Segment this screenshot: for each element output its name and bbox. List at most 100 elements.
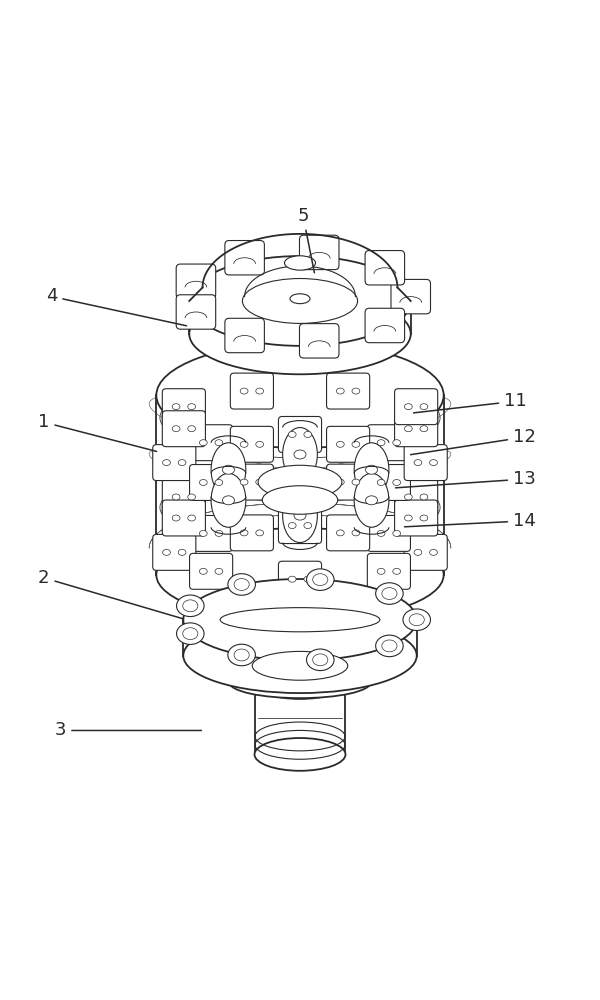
FancyBboxPatch shape bbox=[326, 426, 370, 462]
Ellipse shape bbox=[284, 256, 316, 270]
Ellipse shape bbox=[404, 404, 412, 410]
Text: 1: 1 bbox=[38, 413, 157, 451]
Ellipse shape bbox=[254, 666, 346, 699]
Ellipse shape bbox=[365, 465, 377, 474]
Ellipse shape bbox=[313, 654, 328, 666]
Ellipse shape bbox=[240, 479, 248, 485]
Ellipse shape bbox=[189, 293, 411, 374]
Ellipse shape bbox=[352, 530, 360, 536]
Ellipse shape bbox=[172, 515, 180, 521]
FancyBboxPatch shape bbox=[176, 264, 215, 298]
Ellipse shape bbox=[404, 515, 412, 521]
Ellipse shape bbox=[393, 440, 401, 446]
Ellipse shape bbox=[215, 651, 385, 677]
FancyBboxPatch shape bbox=[163, 479, 205, 515]
Ellipse shape bbox=[183, 600, 198, 612]
Text: 4: 4 bbox=[46, 287, 187, 326]
FancyBboxPatch shape bbox=[230, 426, 274, 462]
Ellipse shape bbox=[393, 479, 401, 485]
Ellipse shape bbox=[290, 294, 310, 304]
Ellipse shape bbox=[393, 530, 401, 536]
Ellipse shape bbox=[199, 479, 207, 485]
Ellipse shape bbox=[183, 628, 198, 640]
Ellipse shape bbox=[240, 530, 248, 536]
FancyBboxPatch shape bbox=[391, 279, 430, 314]
Text: 5: 5 bbox=[297, 207, 314, 273]
Ellipse shape bbox=[289, 488, 296, 494]
Ellipse shape bbox=[178, 460, 186, 466]
Ellipse shape bbox=[176, 623, 204, 644]
FancyBboxPatch shape bbox=[190, 553, 233, 589]
Ellipse shape bbox=[163, 460, 170, 466]
Ellipse shape bbox=[188, 404, 196, 410]
Ellipse shape bbox=[228, 574, 256, 595]
Ellipse shape bbox=[252, 651, 348, 680]
Ellipse shape bbox=[304, 523, 311, 529]
FancyBboxPatch shape bbox=[153, 445, 196, 481]
Ellipse shape bbox=[188, 426, 196, 432]
Ellipse shape bbox=[172, 404, 180, 410]
Ellipse shape bbox=[307, 569, 334, 590]
Ellipse shape bbox=[414, 460, 422, 466]
Ellipse shape bbox=[420, 494, 428, 500]
Ellipse shape bbox=[258, 465, 342, 499]
Ellipse shape bbox=[337, 441, 344, 447]
Ellipse shape bbox=[376, 635, 403, 657]
Ellipse shape bbox=[240, 441, 248, 447]
Ellipse shape bbox=[289, 431, 296, 437]
Ellipse shape bbox=[215, 568, 223, 574]
Ellipse shape bbox=[183, 618, 417, 693]
FancyBboxPatch shape bbox=[278, 508, 322, 544]
Ellipse shape bbox=[283, 489, 317, 543]
FancyBboxPatch shape bbox=[190, 515, 233, 551]
Text: 13: 13 bbox=[395, 470, 536, 488]
Ellipse shape bbox=[228, 644, 256, 666]
FancyBboxPatch shape bbox=[367, 465, 410, 500]
FancyBboxPatch shape bbox=[299, 324, 339, 358]
Ellipse shape bbox=[283, 428, 317, 481]
FancyBboxPatch shape bbox=[395, 411, 437, 447]
Ellipse shape bbox=[430, 549, 437, 555]
FancyBboxPatch shape bbox=[230, 464, 274, 500]
Ellipse shape bbox=[352, 388, 360, 394]
FancyBboxPatch shape bbox=[326, 373, 370, 409]
Ellipse shape bbox=[294, 450, 306, 459]
FancyBboxPatch shape bbox=[367, 553, 410, 589]
FancyBboxPatch shape bbox=[278, 473, 322, 509]
Ellipse shape bbox=[304, 576, 311, 582]
Ellipse shape bbox=[242, 279, 358, 323]
Ellipse shape bbox=[189, 256, 411, 346]
Ellipse shape bbox=[256, 479, 263, 485]
FancyBboxPatch shape bbox=[395, 500, 437, 536]
FancyBboxPatch shape bbox=[365, 251, 404, 285]
Ellipse shape bbox=[215, 530, 223, 536]
Ellipse shape bbox=[240, 388, 248, 394]
Ellipse shape bbox=[403, 609, 430, 630]
Ellipse shape bbox=[313, 574, 328, 586]
Ellipse shape bbox=[289, 523, 296, 529]
Ellipse shape bbox=[229, 667, 371, 698]
FancyBboxPatch shape bbox=[395, 479, 437, 515]
Ellipse shape bbox=[377, 568, 385, 574]
Ellipse shape bbox=[223, 496, 235, 505]
Ellipse shape bbox=[188, 494, 196, 500]
Ellipse shape bbox=[234, 579, 249, 590]
Ellipse shape bbox=[377, 530, 385, 536]
Ellipse shape bbox=[382, 640, 397, 652]
FancyBboxPatch shape bbox=[404, 534, 447, 570]
FancyBboxPatch shape bbox=[163, 500, 205, 536]
Ellipse shape bbox=[176, 595, 204, 617]
Ellipse shape bbox=[256, 388, 263, 394]
Ellipse shape bbox=[430, 460, 437, 466]
Ellipse shape bbox=[172, 494, 180, 500]
Ellipse shape bbox=[352, 479, 360, 485]
Ellipse shape bbox=[211, 443, 246, 497]
Ellipse shape bbox=[223, 465, 235, 474]
Ellipse shape bbox=[211, 651, 389, 681]
Ellipse shape bbox=[215, 479, 223, 485]
Ellipse shape bbox=[215, 440, 223, 446]
FancyBboxPatch shape bbox=[278, 416, 322, 452]
Ellipse shape bbox=[220, 608, 380, 632]
FancyBboxPatch shape bbox=[225, 318, 265, 353]
Ellipse shape bbox=[172, 426, 180, 432]
